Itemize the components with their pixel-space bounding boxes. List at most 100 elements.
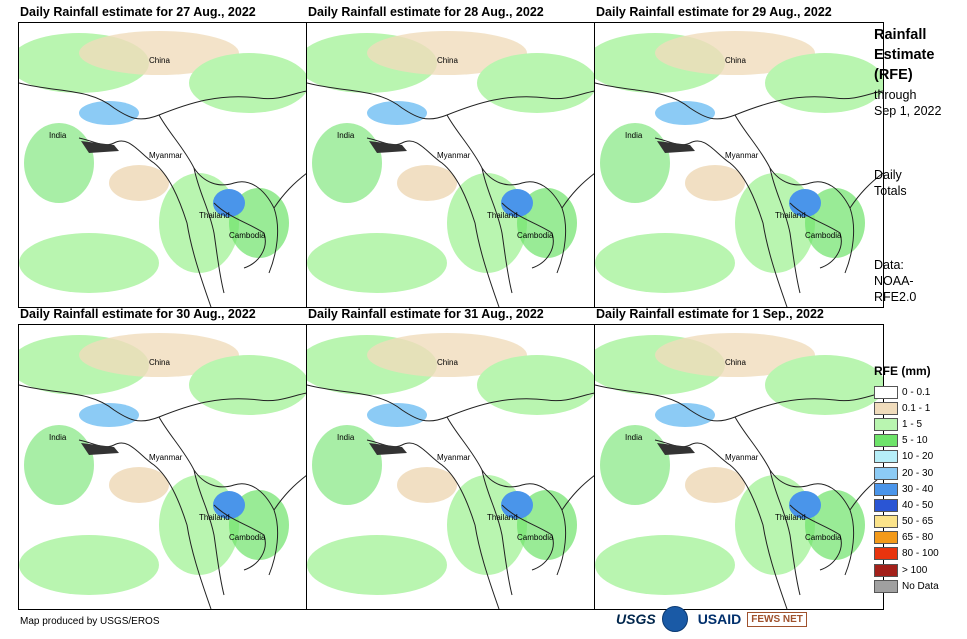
legend-swatch — [874, 385, 898, 399]
rainfall-map: China India Myanmar Thailand Cambodia — [18, 22, 308, 308]
map-label-thailand: Thailand — [199, 211, 230, 220]
usaid-logo: USAID — [697, 611, 742, 627]
legend-label: 50 - 65 — [902, 516, 934, 528]
map-panel-27-aug: Daily Rainfall estimate for 27 Aug., 202… — [18, 5, 308, 308]
map-label-myanmar: Myanmar — [437, 453, 471, 462]
map-label-myanmar: Myanmar — [149, 453, 183, 462]
map-panel-31-aug: Daily Rainfall estimate for 31 Aug., 202… — [306, 307, 596, 610]
legend-label: 80 - 100 — [902, 548, 939, 560]
legend-swatch — [874, 450, 898, 464]
map-label-thailand: Thailand — [487, 211, 518, 220]
map-label-china: China — [437, 56, 458, 65]
logos: USGS USAID FEWS NET — [616, 604, 807, 634]
map-svg: China India Myanmar Thailand Cambodia — [307, 325, 595, 609]
panel-title: Daily Rainfall estimate for 1 Sep., 2022 — [596, 307, 824, 321]
legend-item: 65 - 80 — [874, 530, 939, 546]
legend-swatch — [874, 434, 898, 448]
map-label-cambodia: Cambodia — [805, 231, 842, 240]
map-label-myanmar: Myanmar — [725, 453, 759, 462]
noaa-logo-icon — [661, 606, 688, 632]
rainfall-map: China India Myanmar Thailand Cambodia — [306, 22, 596, 308]
map-label-china: China — [149, 358, 170, 367]
map-label-myanmar: Myanmar — [437, 151, 471, 160]
fews-net-logo: FEWS NET — [747, 611, 807, 627]
legend-item: 30 - 40 — [874, 481, 939, 497]
legend: 0 - 0.1 0.1 - 1 1 - 5 5 - 10 10 - 20 20 - 30 3… — [874, 384, 939, 594]
legend-title: RFE (mm) — [874, 364, 931, 378]
legend-label: 5 - 10 — [902, 435, 928, 447]
map-label-thailand: Thailand — [199, 513, 230, 522]
rainfall-map: China India Myanmar Thailand Cambodia — [594, 22, 884, 308]
panel-title: Daily Rainfall estimate for 31 Aug., 202… — [308, 307, 544, 321]
rainfall-map: China India Myanmar Thailand Cambodia — [306, 324, 596, 610]
legend-label: 65 - 80 — [902, 532, 934, 544]
legend-label: No Data — [902, 580, 939, 592]
legend-label: 20 - 30 — [902, 467, 934, 479]
legend-item: 0 - 0.1 — [874, 384, 939, 400]
legend-swatch — [874, 579, 898, 593]
map-label-india: India — [49, 131, 67, 140]
legend-swatch — [874, 417, 898, 431]
legend-label: > 100 — [902, 564, 928, 576]
legend-item: 20 - 30 — [874, 465, 939, 481]
map-label-cambodia: Cambodia — [229, 231, 266, 240]
legend-item: 1 - 5 — [874, 416, 939, 432]
through-block: through Sep 1, 2022 — [874, 87, 941, 119]
map-label-myanmar: Myanmar — [149, 151, 183, 160]
map-label-thailand: Thailand — [487, 513, 518, 522]
map-label-thailand: Thailand — [775, 211, 806, 220]
totals-label: Totals — [874, 184, 907, 198]
legend-label: 0.1 - 1 — [902, 402, 931, 414]
map-label-india: India — [625, 131, 643, 140]
map-svg: China India Myanmar Thailand Cambodia — [19, 23, 307, 307]
daily-totals-block: Daily Totals — [874, 167, 907, 199]
data-label: Data: — [874, 258, 904, 272]
map-label-india: India — [625, 433, 643, 442]
legend-item: 50 - 65 — [874, 514, 939, 530]
data-source-block: Data: NOAA- RFE2.0 — [874, 257, 916, 305]
credit-text: Map produced by USGS/EROS — [20, 616, 160, 627]
legend-swatch — [874, 563, 898, 577]
title-line-1: Rainfall — [874, 27, 927, 43]
legend-item: 0.1 - 1 — [874, 400, 939, 416]
panel-title: Daily Rainfall estimate for 30 Aug., 202… — [20, 307, 256, 321]
legend-label: 10 - 20 — [902, 451, 934, 463]
legend-label: 40 - 50 — [902, 499, 934, 511]
through-date: Sep 1, 2022 — [874, 104, 942, 118]
map-label-india: India — [337, 433, 355, 442]
title-line-2: Estimate — [874, 47, 935, 63]
legend-label: 0 - 0.1 — [902, 386, 931, 398]
legend-label: 30 - 40 — [902, 483, 934, 495]
legend-item: 10 - 20 — [874, 449, 939, 465]
map-label-india: India — [49, 433, 67, 442]
legend-item: No Data — [874, 578, 939, 594]
legend-swatch — [874, 547, 898, 561]
legend-swatch — [874, 531, 898, 545]
map-label-china: China — [437, 358, 458, 367]
daily-label: Daily — [874, 168, 902, 182]
data-source-line-1: NOAA- — [874, 274, 914, 288]
map-label-myanmar: Myanmar — [725, 151, 759, 160]
legend-swatch — [874, 498, 898, 512]
map-svg: China India Myanmar Thailand Cambodia — [595, 23, 883, 307]
map-label-china: China — [725, 56, 746, 65]
map-svg: China India Myanmar Thailand Cambodia — [307, 23, 595, 307]
data-source-line-2: RFE2.0 — [874, 290, 917, 304]
legend-item: > 100 — [874, 562, 939, 578]
legend-swatch — [874, 482, 898, 496]
legend-item: 5 - 10 — [874, 433, 939, 449]
map-panel-30-aug: Daily Rainfall estimate for 30 Aug., 202… — [18, 307, 308, 610]
legend-item: 40 - 50 — [874, 497, 939, 513]
map-label-cambodia: Cambodia — [805, 533, 842, 542]
panel-title: Daily Rainfall estimate for 27 Aug., 202… — [20, 5, 256, 19]
legend-swatch — [874, 515, 898, 529]
panel-title: Daily Rainfall estimate for 29 Aug., 202… — [596, 5, 832, 19]
map-svg: China India Myanmar Thailand Cambodia — [19, 325, 307, 609]
rainfall-map: China India Myanmar Thailand Cambodia — [594, 324, 884, 610]
sidebar-title: Rainfall Estimate (RFE) — [874, 25, 934, 85]
map-label-india: India — [337, 131, 355, 140]
map-panel-29-aug: Daily Rainfall estimate for 29 Aug., 202… — [594, 5, 884, 308]
legend-swatch — [874, 466, 898, 480]
usgs-logo: USGS — [616, 611, 656, 627]
legend-item: 80 - 100 — [874, 546, 939, 562]
